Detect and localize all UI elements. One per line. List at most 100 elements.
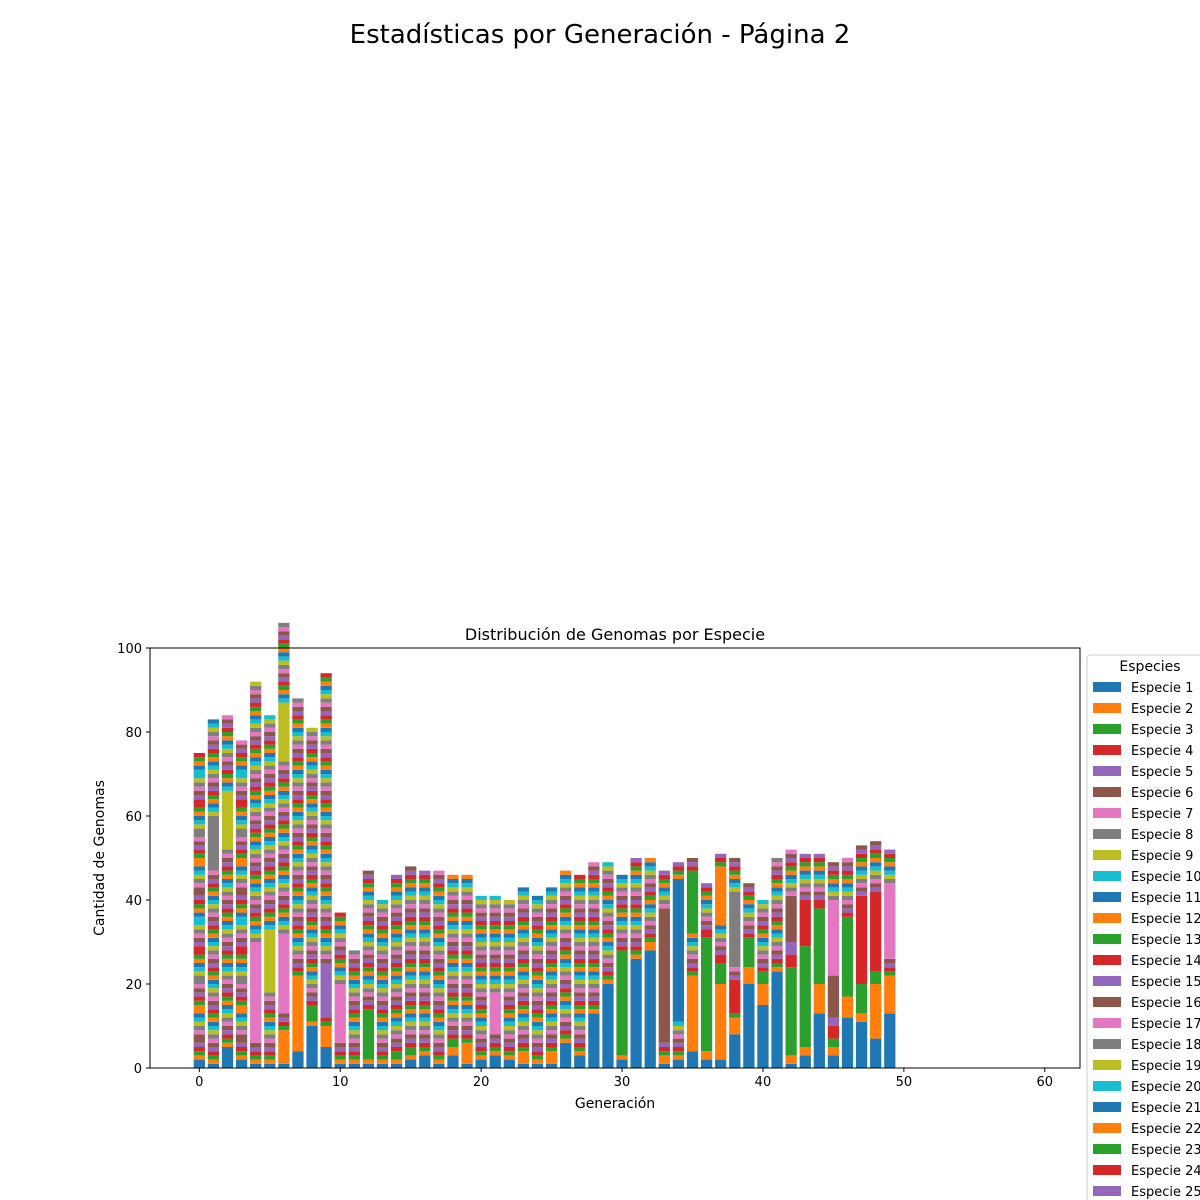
bar-segment [630, 950, 642, 955]
bar-segment [292, 711, 304, 716]
bar-segment [447, 929, 459, 934]
bar-segment [827, 874, 840, 879]
bar-segment [235, 937, 248, 942]
legend-swatch [1093, 955, 1121, 965]
bar-segment [334, 1051, 346, 1056]
bar-segment [193, 900, 205, 905]
bar-segment [672, 870, 685, 875]
bar-segment [193, 883, 205, 888]
bar-segment [320, 769, 332, 774]
bar-segment [517, 1038, 530, 1043]
legend-label: Especie 14 [1131, 954, 1200, 969]
bar-segment [193, 992, 205, 997]
bar-segment [292, 879, 304, 884]
bar-segment [475, 1047, 487, 1052]
bar-segment [264, 803, 276, 808]
bar-segment [193, 1042, 205, 1047]
bar-segment [264, 820, 276, 825]
bar-segment [193, 971, 205, 976]
bar-segment [447, 950, 459, 955]
bar-segment [841, 874, 854, 879]
bar-segment [855, 1021, 868, 1068]
bar-segment [813, 879, 825, 884]
bar-segment [433, 967, 445, 972]
bar-segment [489, 916, 501, 921]
bar-segment [884, 858, 896, 863]
bar-segment [221, 1017, 234, 1022]
bar-segment [306, 740, 318, 745]
bar-segment [306, 967, 318, 972]
bar-segment [602, 954, 614, 959]
bar-segment [686, 933, 699, 938]
bar-segment [193, 816, 205, 821]
bar-segment [207, 971, 220, 976]
bar-segment [292, 904, 304, 909]
bar-segment [870, 849, 882, 854]
bar-segment [644, 933, 656, 938]
bar-segment [250, 736, 262, 741]
bar-segment [419, 988, 431, 993]
bar-segment [292, 811, 304, 816]
bar-segment [686, 946, 699, 951]
bar-segment [250, 1051, 262, 1056]
bar-segment [278, 845, 290, 850]
bar-segment [362, 1005, 375, 1010]
bar-segment [221, 1009, 234, 1014]
bar-segment [799, 866, 811, 871]
bar-segment [700, 904, 713, 909]
bar-segment [743, 904, 755, 909]
bar-segment [390, 1059, 403, 1064]
bar-segment [503, 996, 515, 1001]
bar-segment [588, 862, 600, 867]
bar-segment [390, 937, 403, 942]
bar-segment [644, 950, 656, 1068]
bar-segment [221, 971, 234, 976]
bar-segment [433, 925, 445, 930]
bar-segment [757, 908, 769, 913]
bar-segment [602, 900, 614, 905]
bar-segment [419, 1038, 431, 1043]
bar-segment [503, 1055, 515, 1060]
bar-segment [320, 883, 332, 888]
bar-segment [447, 975, 459, 980]
bar-segment [250, 853, 262, 858]
bar-segment [278, 1063, 290, 1068]
bar-segment [588, 921, 600, 926]
bar-segment [235, 740, 248, 745]
bar-segment [278, 1017, 290, 1022]
bar-segment [207, 1051, 220, 1056]
bar-segment [320, 832, 332, 837]
bar-segment [560, 879, 572, 884]
bar-segment [729, 879, 741, 884]
bar-segment [306, 895, 318, 900]
bar-segment [348, 954, 360, 959]
bar-segment [560, 984, 572, 989]
bar-segment [419, 937, 431, 942]
bar-segment [813, 900, 825, 909]
bar-segment [433, 887, 445, 892]
bar-segment [320, 702, 332, 707]
bar-segment [757, 900, 769, 905]
bar-segment [461, 963, 473, 968]
bar-segment [743, 912, 755, 917]
bar-segment [475, 900, 487, 905]
bar-segment [362, 967, 375, 972]
bar-segment [461, 942, 473, 947]
bar-segment [306, 975, 318, 980]
bar-segment [334, 1042, 346, 1047]
bar-segment [630, 891, 642, 896]
bar-segment [306, 765, 318, 770]
bar-segment [278, 870, 290, 875]
bar-segment [362, 883, 375, 888]
bar-segment [193, 858, 205, 867]
bar-segment [517, 908, 530, 913]
bar-segment [250, 874, 262, 879]
bar-segment [531, 975, 544, 980]
bar-segment [250, 887, 262, 892]
bar-segment [489, 925, 501, 930]
bar-segment [207, 1042, 220, 1047]
bar-segment [376, 971, 389, 976]
bar-segment [348, 971, 360, 976]
bar-segment [376, 1051, 389, 1056]
bar-segment [390, 933, 403, 938]
